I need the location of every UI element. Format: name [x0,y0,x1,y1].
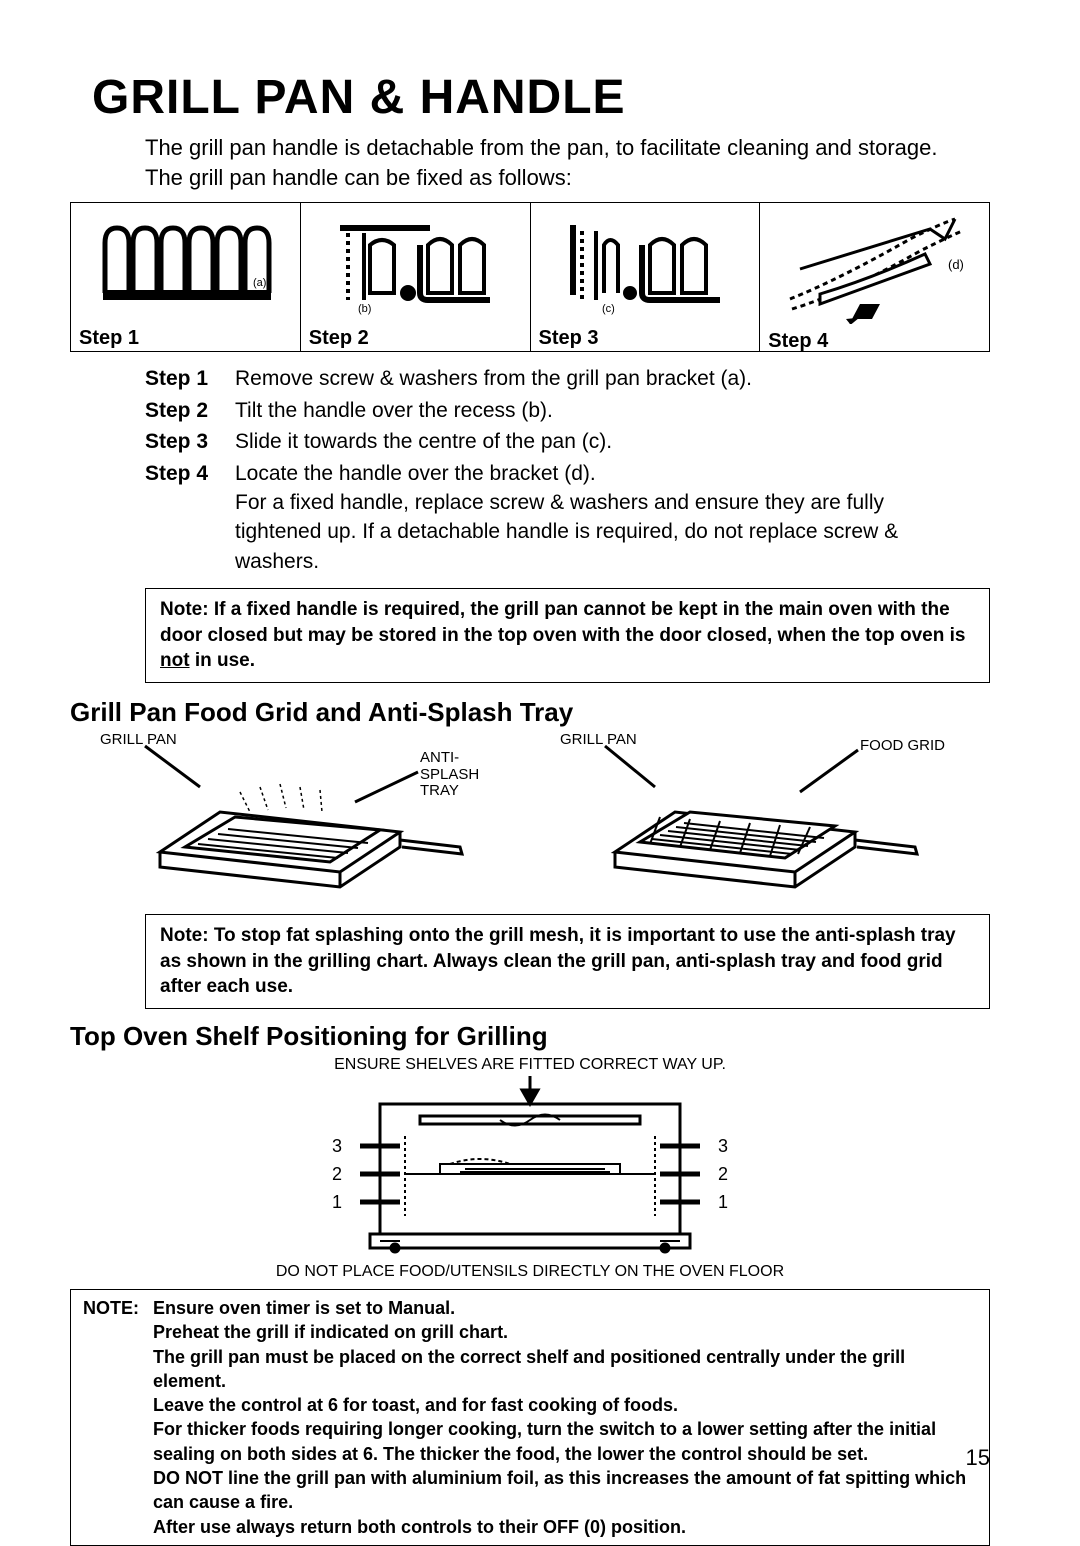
step2-marker: (b) [358,303,371,315]
final-note-line-6: DO NOT line the grill pan with aluminium… [153,1466,977,1515]
shelf-right-3: 3 [718,1136,728,1157]
shelf-right-2: 2 [718,1164,728,1185]
final-note-line-4: Leave the control at 6 for toast, and fo… [153,1393,977,1417]
step-li-4-text: Locate the handle over the bracket (d). … [235,459,970,577]
step-li-3-text: Slide it towards the centre of the pan (… [235,427,970,456]
step-diagrams-row: (a) Step 1 (b) Step 2 [70,202,990,352]
final-note-body: Ensure oven timer is set to Manual. Preh… [153,1296,977,1539]
shelf-right-1: 1 [718,1192,728,1213]
step4-marker: (d) [948,257,964,272]
final-note-line-2: Preheat the grill if indicated on grill … [153,1320,977,1344]
step2-label: Step 2 [301,327,530,351]
intro-text: The grill pan handle is detachable from … [145,133,970,192]
step2-tilt-icon: (b) [330,215,500,315]
note1-underline: not [160,650,190,671]
final-note-line-1: Ensure oven timer is set to Manual. [153,1296,977,1320]
grill-pan-foodgrid-icon [560,732,980,902]
final-note-line-5: For thicker foods requiring longer cooki… [153,1417,977,1466]
oven-shelf-icon [350,1076,710,1256]
page-title: GRILL PAN & HANDLE [92,70,990,125]
step3-marker: (c) [602,303,615,315]
final-note-box: NOTE: Ensure oven timer is set to Manual… [70,1289,990,1546]
oven-bottom-caption: DO NOT PLACE FOOD/UTENSILS DIRECTLY ON T… [220,1263,840,1281]
step-instructions: Step 1Remove screw & washers from the gr… [145,364,970,576]
oven-diagram-wrap: ENSURE SHELVES ARE FITTED CORRECT WAY UP… [220,1056,840,1281]
step-li-1-text: Remove screw & washers from the grill pa… [235,364,970,393]
step1-marker: (a) [253,277,266,289]
note-box-2: Note: To stop fat splashing onto the gri… [145,914,990,1009]
step-cell-4: (d) Step 4 [760,203,989,351]
step3-label: Step 3 [531,327,760,351]
step-li-2-text: Tilt the handle over the recess (b). [235,396,970,425]
shelf-left-2: 2 [332,1164,342,1185]
final-note-label: NOTE: [83,1296,153,1539]
note-box-1: Note: If a fixed handle is required, the… [145,588,990,683]
shelf-left-3: 3 [332,1136,342,1157]
shelf-left-1: 1 [332,1192,342,1213]
step1-bracket-icon: (a) [95,218,275,313]
step-li-1-label: Step 1 [145,364,235,393]
step-li-4-label: Step 4 [145,459,235,577]
final-note-line-7: After use always return both controls to… [153,1515,977,1539]
step-li-2-label: Step 2 [145,396,235,425]
subhead-food-grid: Grill Pan Food Grid and Anti-Splash Tray [70,697,990,728]
step4-label: Step 4 [760,330,989,354]
step3-slide-icon: (c) [560,215,730,315]
step-cell-1: (a) Step 1 [71,203,301,351]
note1-suffix: in use. [190,650,255,671]
step1-label: Step 1 [71,327,300,351]
subhead-shelf-position: Top Oven Shelf Positioning for Grilling [70,1021,990,1052]
grill-pan-antisplash-icon [90,732,520,902]
step4-locate-icon: (d) [780,209,970,324]
oven-top-caption: ENSURE SHELVES ARE FITTED CORRECT WAY UP… [220,1056,840,1074]
note1-prefix: Note: If a fixed handle is required, the… [160,599,965,646]
step-cell-2: (b) Step 2 [301,203,531,351]
pan-diagrams: GRILL PAN ANTI-SPLASH TRAY [90,732,990,902]
page-number: 15 [966,1445,990,1471]
step-li-3-label: Step 3 [145,427,235,456]
step-cell-3: (c) Step 3 [531,203,761,351]
final-note-line-3: The grill pan must be placed on the corr… [153,1345,977,1394]
